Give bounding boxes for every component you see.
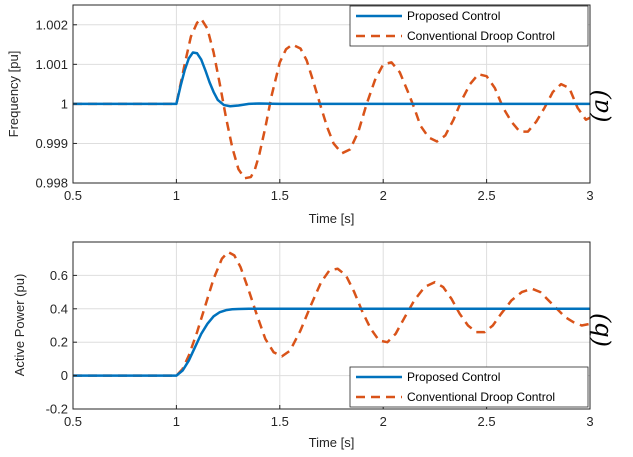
panel-label-b: (b) xyxy=(586,313,614,347)
series-active-power xyxy=(73,250,590,377)
x-tick-label: 1.5 xyxy=(271,188,289,203)
x-tick-label: 3 xyxy=(586,188,593,203)
panel-active-power: 0.5 1 1.5 2 2.5 3 -0.2 0 0.2 0.4 0.6 Time [s] Act… xyxy=(12,241,614,450)
y-tick-label: 0 xyxy=(61,368,68,383)
legend-label-proposed-b: Proposed Control xyxy=(407,370,500,384)
legend-box-frequency xyxy=(349,5,589,47)
x-tick-label: 1 xyxy=(173,414,180,429)
y-tick-label: 1.002 xyxy=(35,17,68,32)
legend-active-power: Proposed Control Conventional Droop Cont… xyxy=(349,366,589,408)
y-tick-label: 0.999 xyxy=(35,136,68,151)
x-tick-label: 1.5 xyxy=(271,414,289,429)
x-tick-label: 2.5 xyxy=(478,414,496,429)
panel-frequency: 0.5 1 1.5 2 2.5 3 0.998 0.999 1 1.001 1.002 Time … xyxy=(6,4,614,226)
y-ticks-frequency: 0.998 0.999 1 1.001 1.002 xyxy=(35,17,77,191)
x-axis-label-active-power: Time [s] xyxy=(309,435,355,450)
series-line-proposed xyxy=(73,51,590,108)
series-line-proposed xyxy=(73,307,590,377)
series-frequency xyxy=(73,17,590,180)
y-tick-label: -0.2 xyxy=(46,402,68,417)
legend-label-conventional-b: Conventional Droop Control xyxy=(407,390,555,404)
legend-box-active-power xyxy=(349,366,589,408)
legend-frequency: Proposed Control Conventional Droop Cont… xyxy=(349,5,589,47)
x-ticks-active-power: 0.5 1 1.5 2 2.5 3 xyxy=(64,405,594,429)
x-axis-label-frequency: Time [s] xyxy=(309,211,355,226)
y-tick-label: 0.4 xyxy=(50,301,68,316)
legend-label-proposed: Proposed Control xyxy=(407,9,500,23)
plot-frame-active-power xyxy=(72,241,591,410)
series-line-conventional xyxy=(73,17,590,180)
y-ticks-active-power: -0.2 0 0.2 0.4 0.6 xyxy=(46,268,77,417)
y-axis-label-active-power: Active Power (pu) xyxy=(12,274,27,377)
x-tick-label: 3 xyxy=(586,414,593,429)
y-axis-label-frequency: Frequency [pu] xyxy=(6,51,21,138)
y-tick-label: 1 xyxy=(61,96,68,111)
x-tick-label: 2 xyxy=(380,188,387,203)
panel-label-a: (a) xyxy=(586,89,614,122)
plot-frame-frequency xyxy=(72,4,591,184)
x-tick-label: 2 xyxy=(380,414,387,429)
y-tick-label: 0.998 xyxy=(35,176,68,191)
legend-label-conventional: Conventional Droop Control xyxy=(407,29,555,43)
y-tick-label: 0.2 xyxy=(50,335,68,350)
x-tick-label: 2.5 xyxy=(478,188,496,203)
series-line-conventional xyxy=(73,250,590,377)
x-ticks-frequency: 0.5 1 1.5 2 2.5 3 xyxy=(64,179,594,203)
y-tick-label: 0.6 xyxy=(50,268,68,283)
x-tick-label: 0.5 xyxy=(64,414,82,429)
x-tick-label: 0.5 xyxy=(64,188,82,203)
y-tick-label: 1.001 xyxy=(35,57,68,72)
x-tick-label: 1 xyxy=(173,188,180,203)
